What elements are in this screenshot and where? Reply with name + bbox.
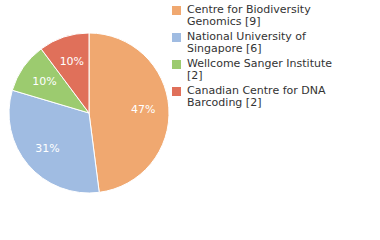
svg-text:31%: 31% bbox=[35, 142, 59, 155]
svg-text:47%: 47% bbox=[131, 103, 155, 116]
html-text:Wellcome Sanger Institute [2]: Wellcome Sanger Institute [2] bbox=[187, 57, 332, 82]
html-text:Canadian Centre for DNA Barcod: Canadian Centre for DNA Barcoding [2] bbox=[187, 84, 326, 109]
svg-text:10%: 10% bbox=[60, 55, 84, 68]
svg-text:10%: 10% bbox=[32, 75, 56, 88]
html-text:Centre for Biodiversity Genomi: Centre for Biodiversity Genomics [9] bbox=[187, 3, 311, 28]
html-text:National University of Singapo: National University of Singapore [6] bbox=[187, 30, 306, 55]
